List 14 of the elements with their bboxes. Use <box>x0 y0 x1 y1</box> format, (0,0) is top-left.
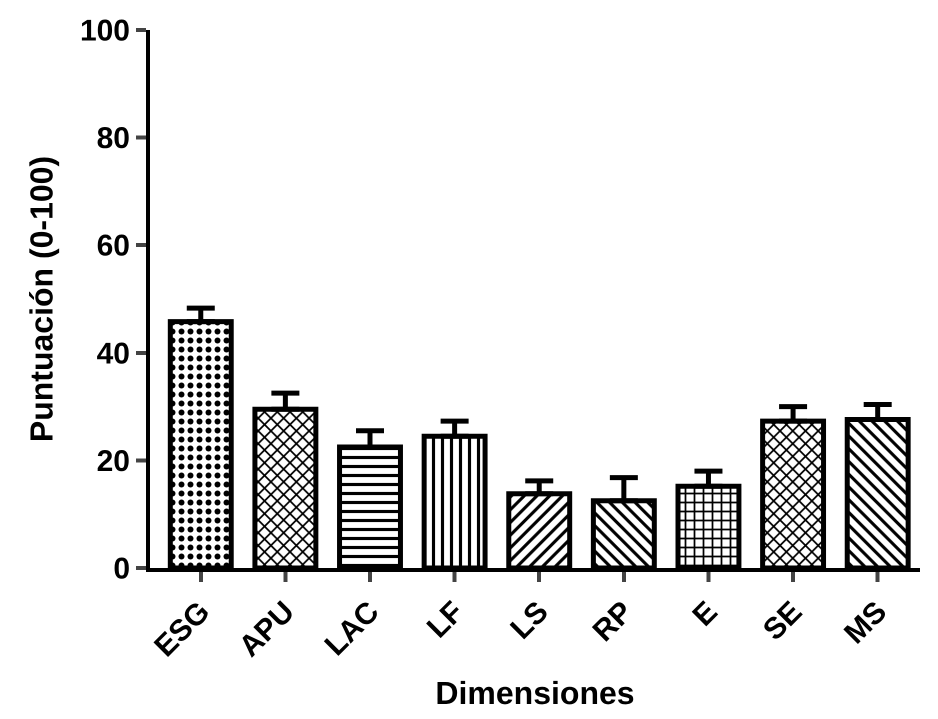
x-tick-label: MS <box>838 595 894 650</box>
y-tick-label: 40 <box>96 337 130 370</box>
x-tick-label: LS <box>504 595 555 646</box>
x-axis-title: Dimensiones <box>435 674 635 711</box>
y-tick-label: 80 <box>96 122 130 156</box>
x-tick-label: E <box>686 595 724 633</box>
y-tick-label: 0 <box>113 552 130 586</box>
x-tick-label: LF <box>420 595 470 644</box>
y-axis-title: Puntuación (0-100) <box>24 156 60 442</box>
y-tick-label: 100 <box>80 14 130 48</box>
x-tick-label: SE <box>756 595 809 647</box>
y-tick-label: 20 <box>96 444 130 478</box>
y-tick-label: 60 <box>96 230 130 263</box>
x-tick-label: RP <box>586 595 640 648</box>
